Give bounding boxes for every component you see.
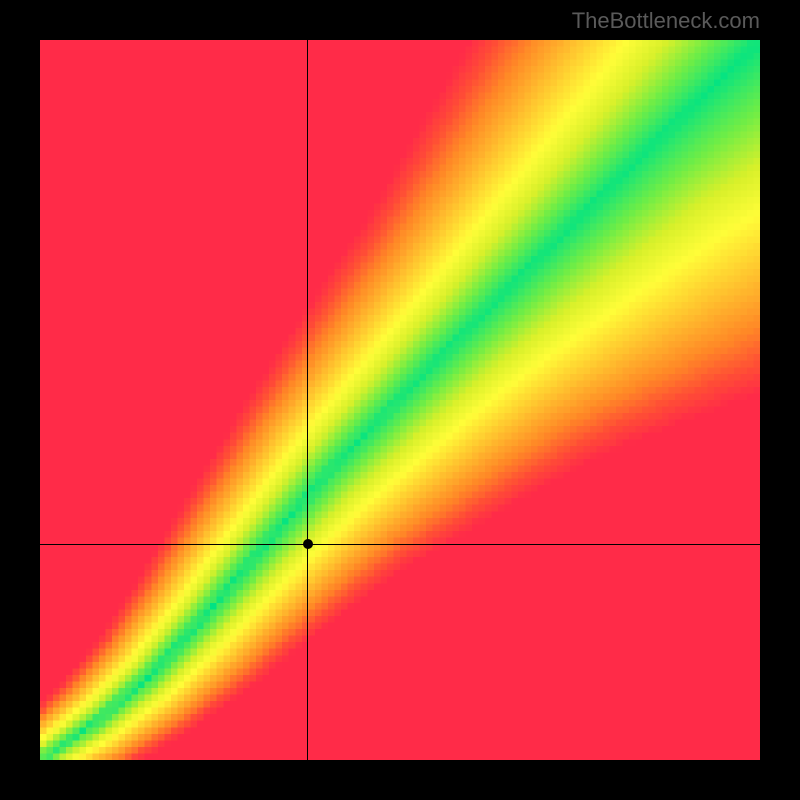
watermark-text: TheBottleneck.com bbox=[572, 8, 760, 34]
chart-container: TheBottleneck.com bbox=[0, 0, 800, 800]
crosshair-horizontal bbox=[40, 544, 760, 545]
crosshair-vertical bbox=[307, 40, 308, 760]
heatmap-canvas bbox=[40, 40, 760, 760]
crosshair-point bbox=[303, 539, 313, 549]
